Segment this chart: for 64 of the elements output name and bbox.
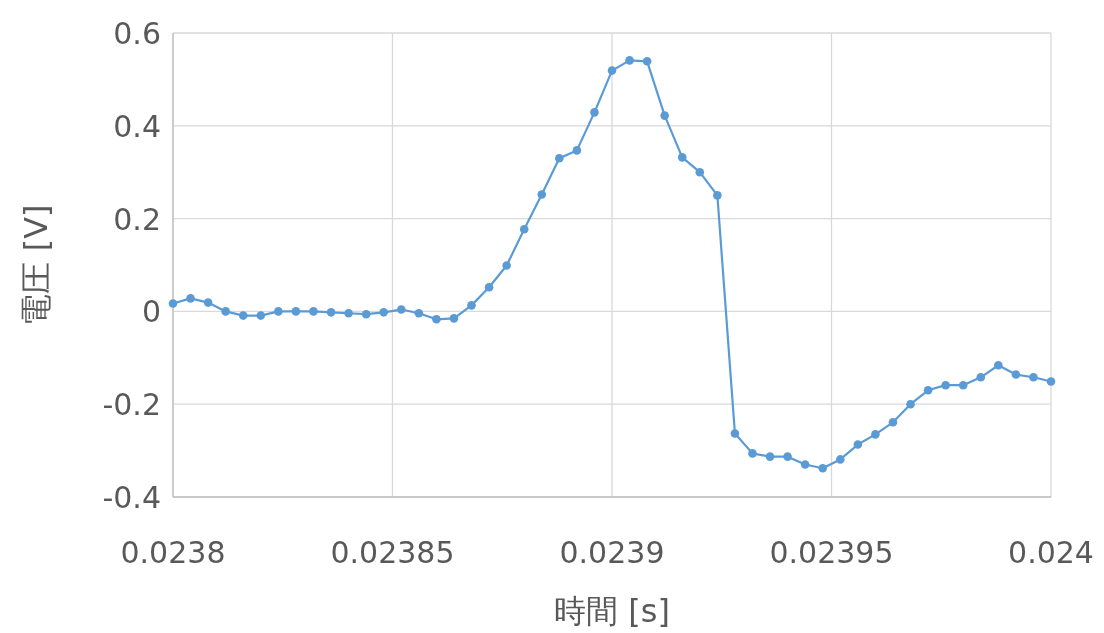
point <box>765 452 775 461</box>
point <box>484 282 494 292</box>
point <box>958 380 968 390</box>
point <box>818 463 828 473</box>
point <box>607 66 617 75</box>
point <box>203 298 213 307</box>
y-tick-label: 0 <box>141 294 161 330</box>
point <box>361 309 371 319</box>
point <box>396 305 406 314</box>
point <box>1011 370 1021 379</box>
point <box>572 146 582 155</box>
point <box>730 429 740 438</box>
point <box>1046 377 1056 386</box>
point <box>291 307 301 316</box>
point <box>326 308 336 317</box>
point <box>923 385 933 395</box>
point <box>625 56 634 65</box>
point <box>519 224 529 234</box>
point <box>660 111 669 120</box>
point <box>800 460 810 469</box>
point <box>590 108 599 117</box>
point <box>642 57 652 66</box>
x-tick-label: 0.0238 <box>120 535 226 570</box>
x-tick-label: 0.02395 <box>769 535 894 570</box>
x-tick-label: 0.024 <box>1008 535 1094 570</box>
point <box>941 380 950 390</box>
point <box>186 294 195 303</box>
y-tick-label: 0.6 <box>113 16 161 51</box>
point <box>309 307 318 316</box>
point <box>677 153 687 162</box>
point <box>502 261 511 270</box>
point <box>432 314 441 324</box>
point <box>695 167 705 177</box>
point <box>748 449 757 458</box>
point <box>976 372 986 382</box>
x-tick-label: 0.02385 <box>330 535 455 570</box>
point <box>555 153 564 163</box>
point <box>835 455 845 464</box>
point <box>414 308 424 318</box>
y-tick-label: 0.4 <box>113 108 161 144</box>
y-tick-label: 0.2 <box>113 201 161 237</box>
point <box>783 452 792 461</box>
point <box>274 307 283 316</box>
point <box>994 360 1003 370</box>
point <box>1029 372 1038 382</box>
point <box>238 311 248 320</box>
x-axis-title: 時間 [s] <box>554 592 670 630</box>
x-tick-label: 0.0239 <box>559 535 665 570</box>
point <box>713 191 722 200</box>
point <box>379 308 389 317</box>
y-axis-title: 電圧 [V] <box>17 204 55 326</box>
point <box>449 314 459 323</box>
point <box>256 311 266 320</box>
point <box>871 430 880 439</box>
y-tick-label: -0.2 <box>102 387 161 423</box>
point <box>168 299 178 308</box>
point <box>888 418 898 427</box>
y-tick-label: -0.4 <box>102 480 161 515</box>
point <box>853 440 863 449</box>
point <box>221 307 230 316</box>
point <box>906 399 915 409</box>
point <box>344 308 353 318</box>
point <box>537 190 547 199</box>
point <box>467 301 476 310</box>
